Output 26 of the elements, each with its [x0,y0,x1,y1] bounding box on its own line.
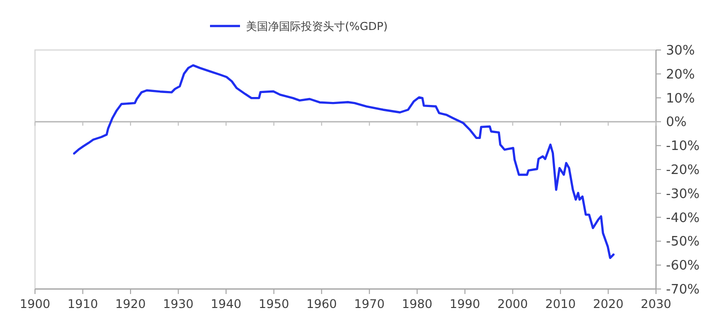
x-tick-label: 1940 [210,297,242,311]
x-tick-label: 2020 [592,297,624,311]
y-tick-label: 0% [666,115,687,130]
x-tick-label: 1910 [68,297,98,311]
y-tick-label: -20% [666,163,700,178]
x-tick-label: 1920 [115,297,146,311]
x-tick-label: 1950 [258,297,290,311]
y-tick-label: -60% [666,258,700,274]
x-tick-label: 2030 [640,297,672,311]
y-tick-label: -70% [666,282,700,298]
y-tick-label: 20% [666,67,695,82]
x-tick-label: 1900 [20,297,50,311]
x-tick-label: 2010 [545,297,576,311]
x-tick-label: 1990 [450,297,480,311]
y-tick-label: -40% [666,210,700,226]
y-tick-label: -10% [666,139,700,154]
y-tick-label: 10% [666,91,695,106]
x-tick-label: 2000 [497,297,528,311]
y-tick-label: -50% [666,234,700,250]
x-tick-label: 1970 [354,297,385,311]
x-tick-label: 1980 [402,297,432,311]
x-tick-label: 1930 [163,297,194,311]
y-tick-label: 30% [666,44,695,58]
y-tick-label: -30% [666,186,700,202]
x-tick-label: 1960 [306,297,337,311]
legend-label: 美国净国际投资头寸(%GDP) [246,20,388,33]
